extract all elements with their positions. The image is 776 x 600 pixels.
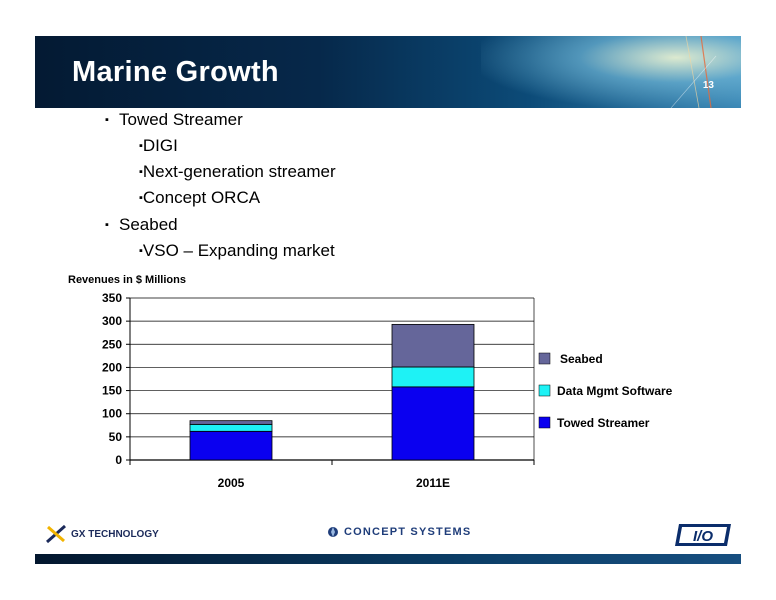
bullet-marker: ▪ bbox=[105, 114, 109, 126]
gx-logo-icon bbox=[46, 524, 66, 544]
legend-swatch bbox=[538, 416, 551, 429]
legend-label: Data Mgmt Software bbox=[557, 384, 673, 398]
x-tick-label: 2005 bbox=[218, 476, 245, 490]
legend-swatch bbox=[538, 384, 551, 397]
io-logo: I/O bbox=[675, 524, 731, 546]
header-glow bbox=[481, 36, 741, 108]
y-tick-label: 250 bbox=[102, 337, 122, 351]
footer-bar bbox=[35, 554, 741, 564]
bullet-marker: ▪ bbox=[139, 140, 143, 152]
y-tick-label: 150 bbox=[102, 384, 122, 398]
bullet-text: DIGI bbox=[142, 136, 178, 155]
y-tick-label: 50 bbox=[109, 430, 123, 444]
gx-logo-text: GX TECHNOLOGY bbox=[71, 528, 159, 540]
y-tick-label: 300 bbox=[102, 314, 122, 328]
bullet-text: Next-generation streamer bbox=[142, 162, 336, 181]
header-decoration bbox=[670, 36, 717, 108]
legend-label: Towed Streamer bbox=[557, 416, 650, 430]
bullet-marker: ▪ bbox=[139, 245, 143, 257]
bullet-marker: ▪ bbox=[105, 219, 109, 231]
x-tick-label: 2011E bbox=[416, 476, 450, 490]
concept-logo-icon bbox=[328, 527, 338, 537]
revenue-chart: 0 50 100 150 200 250 300 350 2005 2011E Seabed Data… bbox=[102, 291, 673, 490]
bullet-item: ▪Next-generation streamer bbox=[139, 162, 336, 182]
bullet-item: ▪ Seabed bbox=[105, 215, 178, 235]
y-tick-label: 200 bbox=[102, 360, 122, 374]
concept-logo-text: CONCEPT SYSTEMS bbox=[344, 526, 472, 538]
bar-segment bbox=[391, 323, 475, 368]
bullet-text: Concept ORCA bbox=[142, 188, 261, 207]
bullet-marker: ▪ bbox=[139, 166, 143, 178]
gx-technology-logo: GX TECHNOLOGY bbox=[45, 524, 159, 544]
bar-segment bbox=[189, 420, 273, 425]
bullet-item: ▪ Towed Streamer bbox=[105, 110, 243, 130]
bullet-text: Seabed bbox=[119, 215, 178, 234]
y-tick-label: 0 bbox=[115, 453, 122, 467]
bullet-text: VSO – Expanding market bbox=[142, 241, 335, 260]
io-logo-text: I/O bbox=[693, 528, 713, 545]
slide: Marine Growth 13 ▪ Towed Streamer ▪DIGI ▪… bbox=[35, 36, 741, 564]
concept-systems-logo: CONCEPT SYSTEMS bbox=[327, 526, 471, 538]
bar-segment bbox=[189, 430, 273, 461]
chart-y-label: Revenues in $ Millions bbox=[68, 274, 186, 286]
bullet-item: ▪VSO – Expanding market bbox=[139, 241, 335, 261]
page-number: 13 bbox=[702, 80, 714, 91]
bullet-item: ▪DIGI bbox=[139, 136, 178, 156]
y-tick-label: 350 bbox=[102, 291, 122, 305]
bar-segment bbox=[391, 386, 475, 461]
bar-segment bbox=[391, 366, 475, 388]
header-banner: Marine Growth 13 bbox=[35, 36, 741, 108]
legend-label: Seabed bbox=[560, 352, 603, 366]
page-title: Marine Growth bbox=[72, 56, 279, 88]
bullet-text: Towed Streamer bbox=[119, 110, 243, 129]
bar-segment bbox=[189, 423, 273, 432]
bullet-marker: ▪ bbox=[139, 192, 143, 204]
y-tick-label: 100 bbox=[102, 407, 122, 421]
bullet-item: ▪Concept ORCA bbox=[139, 188, 260, 208]
legend-swatch bbox=[538, 352, 551, 365]
